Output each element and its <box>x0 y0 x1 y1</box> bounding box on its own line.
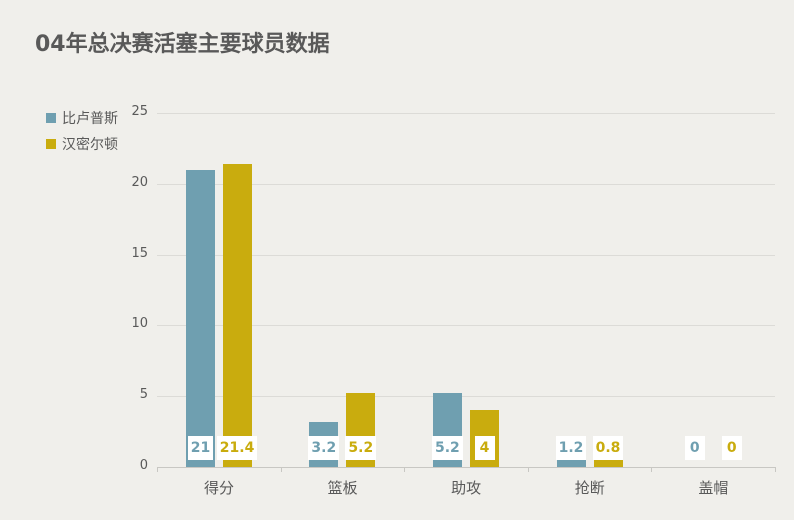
x-axis <box>157 467 775 468</box>
x-axis-label: 助攻 <box>451 479 482 497</box>
data-label: 0 <box>684 436 705 460</box>
x-tick-mark <box>651 467 652 472</box>
data-label: 5.2 <box>345 436 377 460</box>
data-label: 0 <box>721 436 742 460</box>
gridline <box>157 113 775 114</box>
legend-label: 汉密尔顿 <box>62 137 118 153</box>
legend-swatch-hamilton <box>46 139 56 149</box>
y-tick-label: 0 <box>139 458 148 473</box>
y-tick-label: 5 <box>139 387 148 403</box>
x-axis-label: 盖帽 <box>698 479 729 497</box>
data-label: 21 <box>187 436 214 460</box>
x-tick-mark <box>281 467 282 472</box>
bar-hamilton[interactable] <box>593 455 623 467</box>
legend-label: 比卢普斯 <box>62 111 118 127</box>
gridline <box>157 396 775 398</box>
bar-billups[interactable] <box>185 169 215 467</box>
x-tick-mark <box>404 467 405 472</box>
x-tick-mark <box>157 467 158 472</box>
data-label: 21.4 <box>216 436 258 460</box>
data-label: 0.8 <box>592 436 624 460</box>
legend-swatch-billups <box>46 113 56 123</box>
legend-item-hamilton[interactable]: 汉密尔顿 <box>46 131 118 157</box>
y-tick-label: 10 <box>131 316 148 332</box>
y-tick-label: 25 <box>131 104 148 119</box>
x-tick-mark <box>528 467 529 472</box>
data-label: 3.2 <box>308 436 340 460</box>
gridline <box>157 325 775 327</box>
gridline <box>157 254 775 256</box>
x-tick-mark <box>775 467 776 472</box>
y-tick-label: 15 <box>131 245 148 261</box>
x-axis-label: 篮板 <box>327 479 358 497</box>
gridline <box>157 183 775 185</box>
legend-item-billups[interactable]: 比卢普斯 <box>46 105 118 131</box>
x-axis-label: 抢断 <box>574 479 605 497</box>
y-tick-label: 20 <box>131 174 148 190</box>
bar-hamilton[interactable] <box>222 163 252 467</box>
data-label: 1.2 <box>555 436 587 460</box>
data-label: 5.2 <box>432 436 463 460</box>
legend: 比卢普斯 汉密尔顿 <box>46 105 118 157</box>
chart-title: 04年总决赛活塞主要球员数据 <box>35 32 330 57</box>
data-label: 4 <box>474 436 495 460</box>
x-axis-label: 得分 <box>203 479 234 497</box>
